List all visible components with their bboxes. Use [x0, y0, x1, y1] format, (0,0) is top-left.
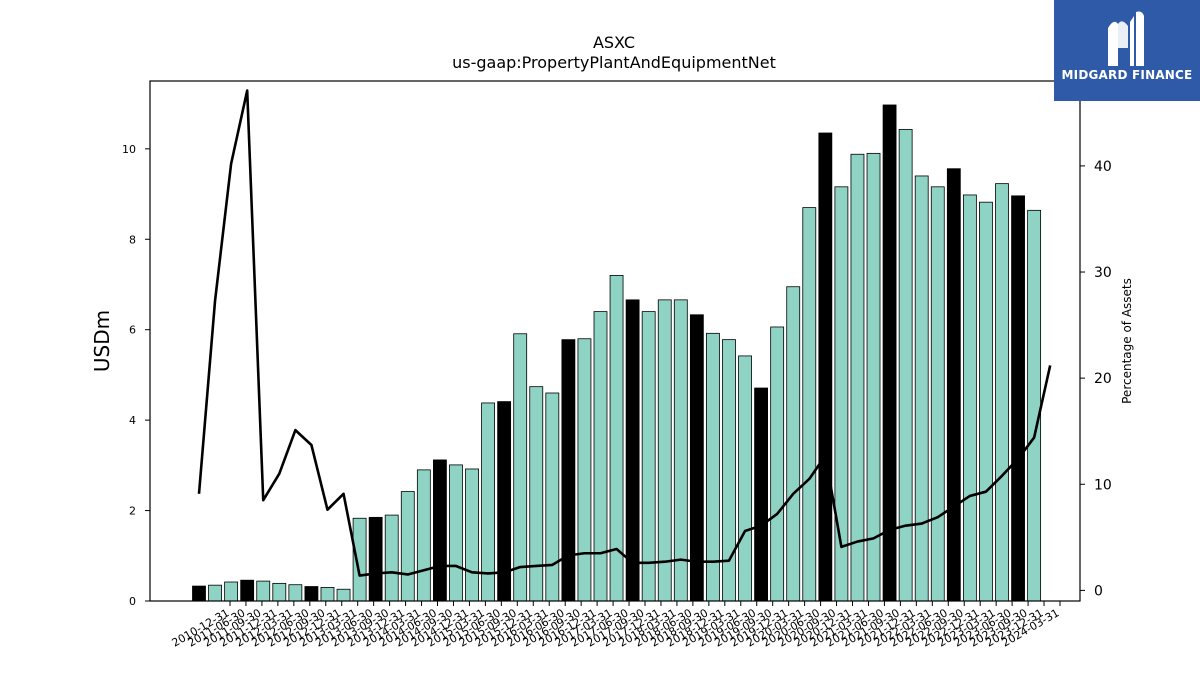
bar-2014-12-31 — [449, 464, 463, 602]
bar-2019-12-31 — [770, 326, 785, 602]
logo-text: MIDGARD FINANCE — [1061, 68, 1193, 82]
logo-mark-icon — [1108, 11, 1144, 66]
bar-2023-03-31 — [979, 201, 993, 602]
bar-2011-12-31 — [256, 580, 271, 602]
line-series — [197, 89, 1052, 577]
bar-2019-09-30 — [754, 387, 768, 602]
bar-2014-06-30 — [416, 469, 431, 602]
bar-2021-06-30 — [866, 152, 881, 602]
bar-2010-12-31 — [192, 585, 206, 602]
bar-2013-09-30 — [368, 516, 383, 602]
chart-title: ASXC — [593, 33, 635, 52]
bar-2016-09-30 — [561, 339, 576, 602]
bar-2020-09-30 — [818, 132, 833, 602]
y-tick-label: 0 — [129, 595, 136, 608]
bar-2019-06-30 — [738, 355, 752, 602]
bar-2021-03-31 — [850, 153, 865, 602]
bar-2020-06-30 — [802, 207, 817, 602]
bar-2015-12-31 — [513, 333, 528, 602]
bar-2022-06-30 — [930, 186, 945, 602]
bar-2011-09-30 — [240, 579, 255, 602]
bar-2013-06-30 — [352, 517, 367, 602]
bar-2011-03-31 — [208, 584, 222, 602]
brand-logo: MIDGARD FINANCE — [1054, 0, 1200, 101]
y2-tick-label: 40 — [1094, 159, 1112, 175]
bar-2021-09-30 — [882, 104, 897, 602]
bar-2022-03-31 — [914, 175, 929, 602]
bar-2014-09-30 — [432, 459, 447, 602]
bar-2016-12-31 — [577, 338, 592, 602]
y-axis-right: 0 10 20 30 40 — [1080, 159, 1112, 599]
bar-2017-12-31 — [641, 311, 656, 602]
y2-tick-label: 20 — [1094, 371, 1112, 387]
bar-2013-03-31 — [336, 588, 351, 602]
bar-2016-03-31 — [529, 386, 544, 602]
y-axis-left: 0 2 4 6 8 10 — [122, 143, 150, 608]
bar-2014-03-31 — [400, 491, 415, 602]
percentage-of-assets-line — [197, 89, 1052, 577]
bar-2018-09-30 — [689, 314, 704, 602]
y-tick-label: 10 — [122, 143, 136, 156]
bar-2011-06-30 — [224, 581, 239, 602]
x-axis: 2010-12-312011-06-302011-09-302011-12-31… — [170, 601, 1062, 650]
bar-2018-06-30 — [673, 299, 688, 602]
bar-2012-03-31 — [272, 582, 287, 602]
y-tick-label: 6 — [129, 324, 136, 337]
bar-2017-03-31 — [593, 311, 608, 602]
bar-2012-09-30 — [304, 586, 319, 602]
bar-2023-09-30 — [1011, 195, 1025, 602]
bar-2021-12-31 — [898, 128, 913, 602]
bar-2020-03-31 — [786, 286, 801, 602]
bar-2015-03-31 — [465, 468, 479, 602]
bar-2015-06-30 — [481, 402, 495, 602]
y2-tick-label: 0 — [1094, 583, 1103, 599]
bar-2016-06-30 — [545, 392, 560, 602]
bar-2012-12-31 — [320, 587, 335, 602]
y-tick-label: 4 — [129, 414, 136, 427]
bar-series — [192, 104, 1042, 602]
y-axis-label: USDm — [90, 310, 114, 372]
plot-frame — [149, 80, 1081, 602]
y2-tick-label: 10 — [1094, 477, 1112, 493]
bar-2018-03-31 — [657, 299, 672, 602]
bar-2022-12-31 — [962, 194, 977, 602]
bar-2012-06-30 — [288, 584, 303, 602]
bar-2017-09-30 — [625, 299, 640, 602]
chart-subtitle: us-gaap:PropertyPlantAndEquipmentNet — [452, 53, 776, 72]
y2-axis-label: Percentage of Assets — [1120, 278, 1134, 404]
bar-2023-06-30 — [995, 183, 1009, 602]
bar-2020-12-31 — [834, 186, 849, 602]
y-tick-label: 8 — [129, 233, 136, 246]
y2-tick-label: 30 — [1094, 265, 1112, 281]
bar-2013-12-31 — [384, 514, 399, 602]
bar-2022-09-30 — [946, 168, 961, 602]
bar-2023-12-31 — [1027, 209, 1042, 602]
y-tick-label: 2 — [129, 505, 136, 518]
